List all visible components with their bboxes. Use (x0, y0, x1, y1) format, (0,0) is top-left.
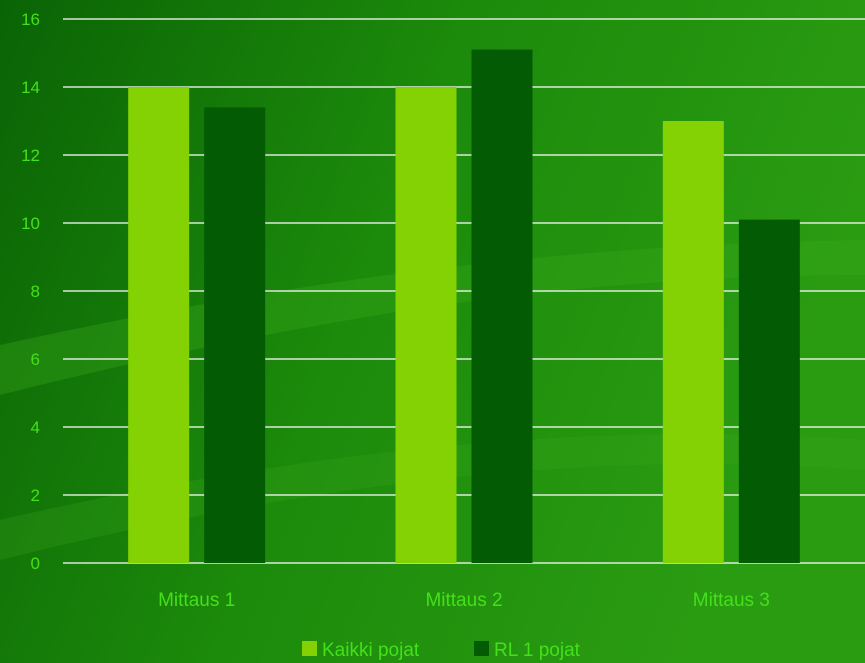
y-tick-label: 4 (31, 418, 40, 437)
y-tick-label: 2 (31, 486, 40, 505)
bar-rl1-pojat (471, 49, 533, 564)
legend-swatch (302, 641, 317, 656)
x-category-label: Mittaus 3 (693, 590, 770, 611)
y-tick-label: 16 (21, 10, 40, 29)
legend-label: RL 1 pojat (494, 640, 581, 661)
bar-kaikki-pojat (395, 87, 457, 563)
bar-kaikki-pojat (662, 121, 724, 563)
y-tick-label: 8 (31, 282, 40, 301)
bar-kaikki-pojat (128, 87, 190, 563)
y-tick-label: 10 (21, 214, 40, 233)
y-tick-label: 6 (31, 350, 40, 369)
y-tick-label: 14 (21, 78, 40, 97)
bar-rl1-pojat (738, 219, 800, 563)
legend-swatch (474, 641, 489, 656)
background-swoosh (0, 240, 865, 395)
y-tick-label: 0 (31, 554, 40, 573)
bar-rl1-pojat (204, 107, 266, 564)
y-tick-label: 12 (21, 146, 40, 165)
legend-label: Kaikki pojat (322, 640, 420, 661)
x-category-label: Mittaus 2 (425, 590, 502, 611)
x-category-label: Mittaus 1 (158, 590, 235, 611)
